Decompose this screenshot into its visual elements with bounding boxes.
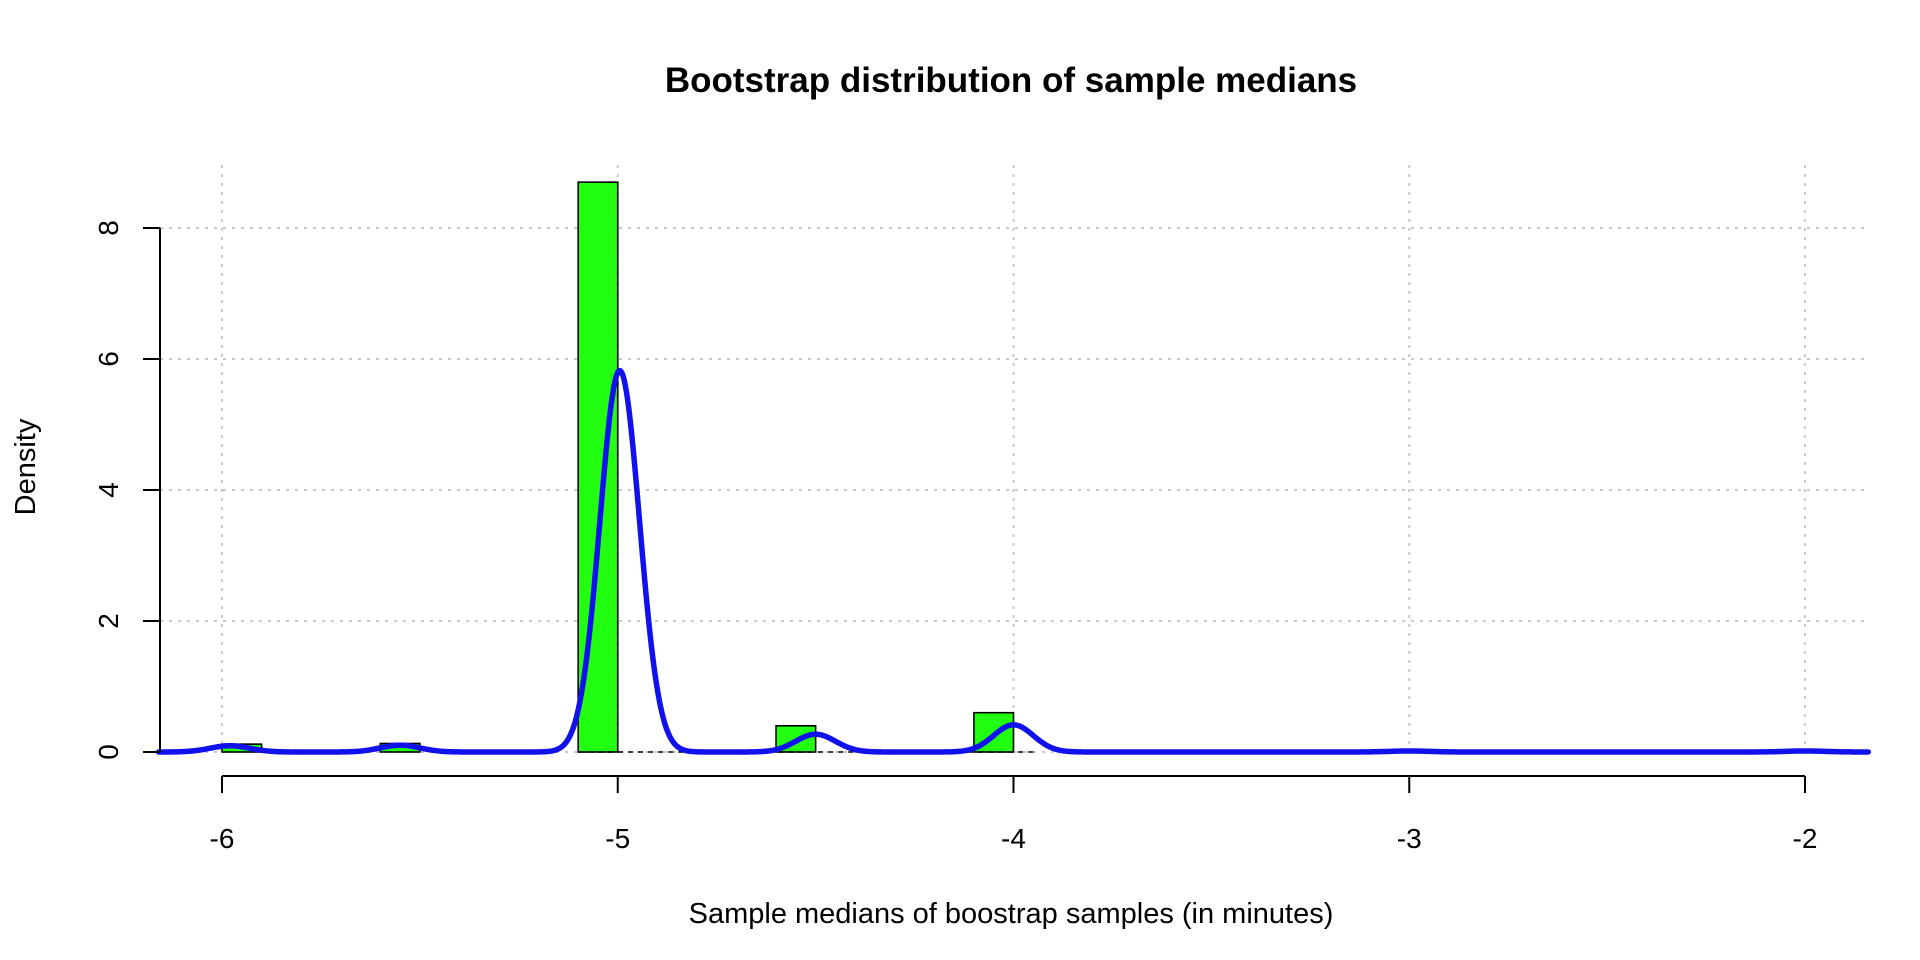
y-tick-label: 0	[93, 744, 124, 760]
x-tick-label: -3	[1397, 823, 1422, 854]
grid	[160, 165, 1866, 753]
x-tick-label: -2	[1793, 823, 1818, 854]
density-curve	[155, 367, 1872, 755]
y-tick-label: 2	[93, 613, 124, 629]
x-tick-label: -6	[210, 823, 235, 854]
y-tick-label: 6	[93, 351, 124, 367]
axes: 0 2 4 6 8 -6 -5 -4 -3 -2	[93, 220, 1817, 854]
x-tick-label: -5	[605, 823, 630, 854]
density-curve-group	[155, 367, 1872, 755]
y-axis-label: Density	[10, 418, 42, 515]
chart-title: Bootstrap distribution of sample medians	[665, 61, 1357, 100]
y-tick-label: 4	[93, 482, 124, 498]
x-axis-label: Sample medians of boostrap samples (in m…	[689, 898, 1334, 930]
median-marker	[578, 182, 1034, 753]
y-tick-label: 8	[93, 220, 124, 236]
x-tick-label: -4	[1001, 823, 1026, 854]
